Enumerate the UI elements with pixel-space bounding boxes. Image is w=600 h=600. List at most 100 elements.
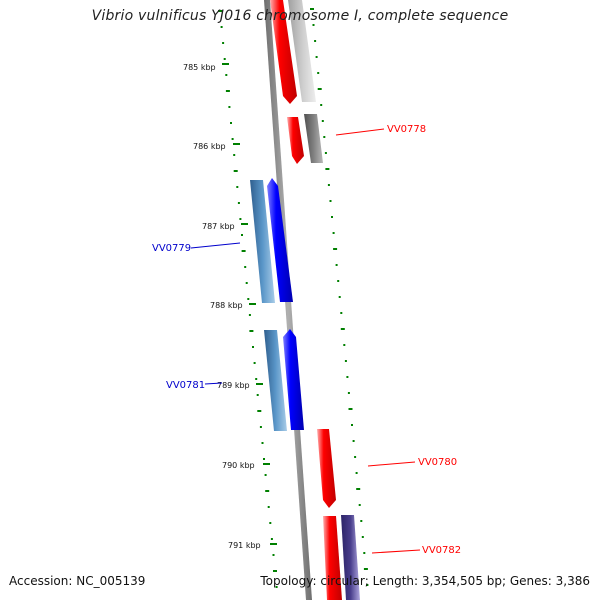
tick-dot (335, 264, 338, 266)
tick-dot (230, 122, 232, 124)
gene-vv0779-blue[interactable] (267, 178, 293, 302)
tick-dot (314, 40, 317, 42)
tick-dot (331, 216, 333, 218)
gene-red-upper[interactable] (270, 0, 297, 104)
tick-dot (241, 250, 246, 252)
tick-dot (351, 424, 353, 426)
tick-dot (253, 362, 256, 364)
accession-text: Accession: NC_005139 (9, 574, 146, 588)
tick-dot (312, 24, 315, 26)
gene-label-vv0782[interactable]: VV0782 (422, 545, 461, 556)
tick-dot (241, 234, 243, 236)
tick-dot (248, 314, 251, 316)
leader-vv0780 (367, 461, 416, 467)
gene-label-vv0780[interactable]: VV0780 (418, 457, 457, 468)
topology-summary: Topology: circular; Length: 3,354,505 bp… (260, 574, 590, 588)
tick-dot (272, 554, 275, 556)
kbp-label-790: 790 kbp (222, 461, 255, 470)
tick-dot (360, 520, 363, 522)
tick-dot (222, 42, 225, 44)
gene-vv0781-blue[interactable] (283, 329, 304, 430)
outer-tick-dots-left (218, 10, 278, 588)
kbp-tick-marks (222, 63, 277, 545)
tick-dot (363, 552, 366, 554)
gene-vv0781-steelblue[interactable] (264, 330, 287, 431)
tick-dot (270, 538, 273, 540)
tick-dot (267, 506, 270, 508)
tick-dot (317, 88, 322, 90)
gene-vv0782-red[interactable] (323, 516, 342, 600)
gene-label-vv0781[interactable]: VV0781 (166, 380, 205, 391)
tick-dot (244, 266, 247, 268)
gene-vv0780[interactable] (317, 429, 336, 508)
tick-dot (358, 504, 361, 506)
chromosome-title: Vibrio vulnificus YJ016 chromosome I, co… (91, 8, 509, 24)
tick-dot (340, 312, 343, 314)
tick-dot (366, 584, 369, 586)
tick-dot (310, 8, 314, 10)
kbp-label-786: 786 kbp (193, 142, 226, 151)
tick-dot (354, 456, 357, 458)
tick-dot (346, 376, 349, 378)
tick-dot (343, 344, 346, 346)
tick-dot (220, 26, 223, 28)
tick-dot (265, 490, 270, 492)
leader-vv0781 (204, 382, 223, 385)
tick-dot (218, 10, 222, 12)
gene-lightgray-upper[interactable] (288, 0, 316, 102)
kbp-label-787: 787 kbp (202, 222, 235, 231)
tick-dot (356, 488, 361, 490)
tick-dot (236, 186, 239, 188)
tick-dot (323, 136, 326, 138)
tick-dot (327, 184, 330, 186)
tick-dot (340, 328, 345, 330)
outer-tick-dots-right (310, 8, 369, 586)
tick-dot (239, 218, 242, 220)
tick-dot (344, 360, 347, 362)
tick-dot (352, 440, 355, 442)
tick-dot (273, 570, 277, 572)
tick-dot (225, 74, 228, 76)
tick-dot (355, 472, 358, 474)
leader-vv0778 (335, 128, 385, 136)
kbp-label-789: 789 kbp (217, 381, 250, 390)
gene-label-vv0779[interactable]: VV0779 (152, 243, 191, 254)
tick-dot (257, 410, 262, 412)
tick-dot (249, 330, 254, 332)
tick-dot (361, 536, 364, 538)
tick-dot (255, 378, 258, 380)
tick-dot (261, 442, 264, 444)
tick-dot (228, 106, 231, 108)
tick-dot (247, 298, 250, 300)
tick-dot (333, 248, 338, 250)
gene-label-vv0778[interactable]: VV0778 (387, 124, 426, 135)
tick-dot (275, 586, 278, 588)
tick-dot (317, 72, 320, 74)
kbp-label-785: 785 kbp (183, 63, 216, 72)
tick-dot (325, 168, 330, 170)
tick-dot (324, 152, 327, 154)
tick-dot (225, 90, 230, 92)
gene-vv0782-slate[interactable] (341, 515, 360, 600)
tick-dot (233, 170, 238, 172)
tick-dot (269, 522, 272, 524)
tick-dot (321, 120, 324, 122)
tick-dot (332, 232, 335, 234)
tick-dot (233, 154, 236, 156)
tick-dot (320, 104, 323, 106)
tick-dot (338, 296, 341, 298)
leader-vv0779 (190, 242, 241, 249)
leader-vv0782 (371, 549, 421, 554)
tick-dot (337, 280, 340, 282)
tick-dot (315, 56, 318, 58)
gene-vv0778[interactable] (287, 117, 304, 164)
tick-dot (256, 394, 259, 396)
tick-dot (329, 200, 332, 202)
tick-dot (259, 426, 262, 428)
tick-dot (363, 568, 368, 570)
tick-dot (245, 282, 248, 284)
tick-dot (237, 202, 240, 204)
gene-gray-right[interactable] (304, 114, 323, 163)
gene-vv0779-steelblue[interactable] (250, 180, 275, 303)
tick-dot (231, 138, 234, 140)
